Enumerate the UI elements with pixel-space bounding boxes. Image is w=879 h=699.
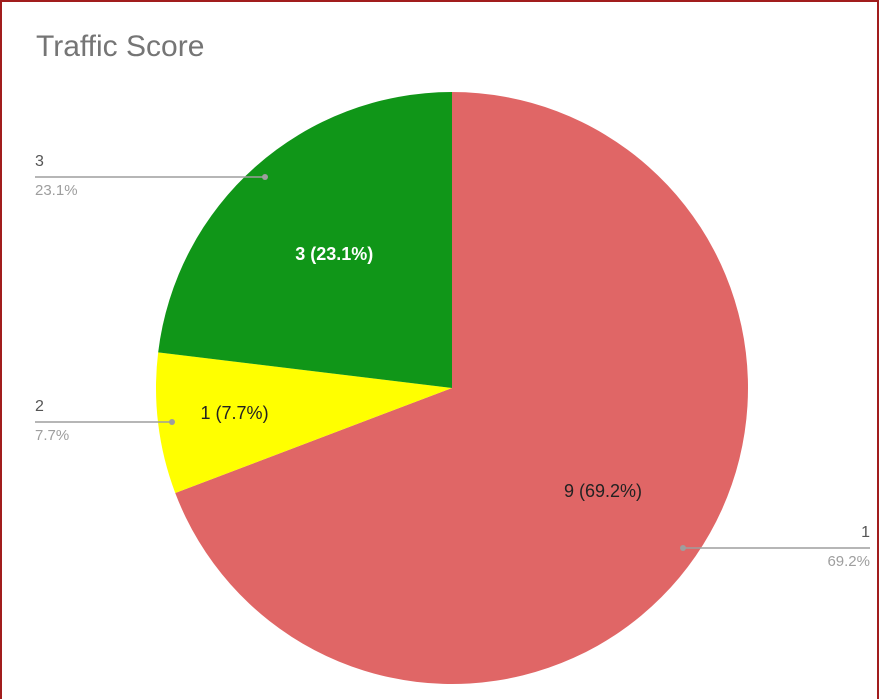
slice-label: 9 (69.2%) <box>564 481 642 501</box>
chart-title: Traffic Score <box>36 30 204 63</box>
pie-slice <box>175 92 748 684</box>
category-label: 1 <box>861 524 870 541</box>
pie-slice <box>158 92 452 388</box>
pie-slice <box>156 352 452 493</box>
leader-dot <box>262 174 268 180</box>
leader-dot <box>680 545 686 551</box>
percent-label: 23.1% <box>35 182 78 199</box>
category-label: 3 <box>35 153 44 170</box>
category-label: 2 <box>35 398 44 415</box>
percent-label: 7.7% <box>35 427 69 444</box>
slice-label: 3 (23.1%) <box>295 244 373 264</box>
slice-label: 1 (7.7%) <box>201 403 269 423</box>
leader-dot <box>169 419 175 425</box>
percent-label: 69.2% <box>827 553 870 570</box>
